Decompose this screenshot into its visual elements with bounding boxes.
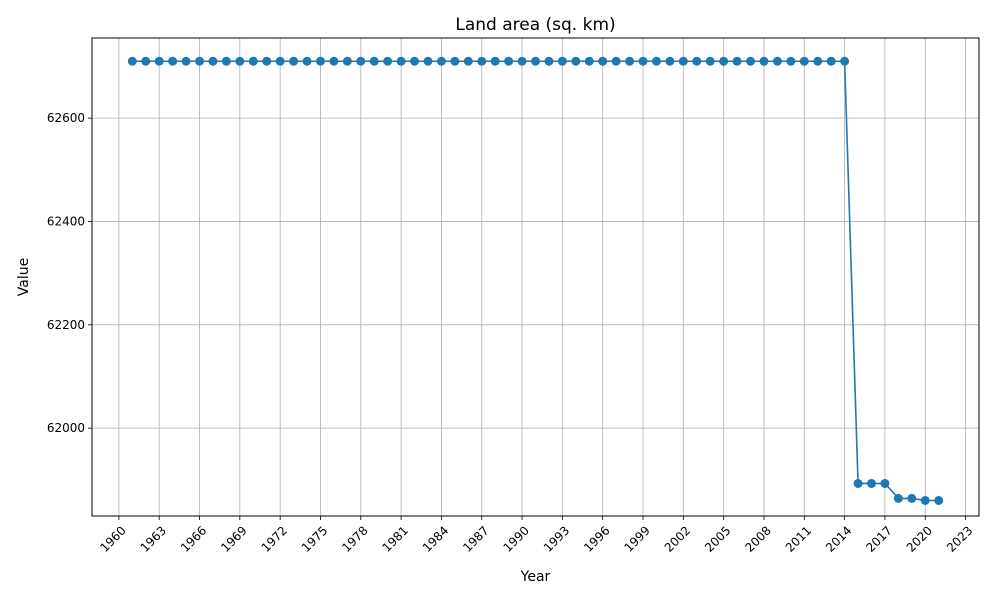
- data-point: [490, 56, 500, 66]
- data-point: [315, 56, 325, 66]
- data-point: [544, 56, 554, 66]
- data-point: [329, 56, 339, 66]
- plot-frame: [91, 37, 980, 517]
- data-point: [934, 495, 944, 505]
- data-point: [719, 56, 729, 66]
- y-tick-label: 62400: [47, 214, 85, 228]
- data-point: [584, 56, 594, 66]
- data-point: [732, 56, 742, 66]
- data-point: [598, 56, 608, 66]
- data-point: [423, 56, 433, 66]
- data-point: [638, 56, 648, 66]
- data-point: [678, 56, 688, 66]
- data-point: [517, 56, 527, 66]
- data-point: [477, 56, 487, 66]
- data-point: [531, 56, 540, 66]
- data-point: [221, 56, 231, 66]
- data-point: [907, 493, 917, 503]
- y-axis-title: Value: [16, 258, 32, 296]
- data-point: [289, 56, 299, 66]
- data-point: [168, 56, 178, 66]
- data-point: [450, 56, 460, 66]
- data-point: [880, 478, 890, 488]
- data-point: [853, 478, 863, 488]
- data-point: [571, 56, 581, 66]
- data-point: [383, 56, 393, 66]
- data-point: [799, 56, 809, 66]
- data-point: [369, 56, 379, 66]
- data-point: [705, 56, 715, 66]
- data-point: [651, 56, 661, 66]
- data-point: [302, 56, 312, 66]
- data-point: [275, 56, 285, 66]
- data-point: [826, 56, 836, 66]
- data-point: [141, 56, 151, 66]
- y-tick-label: 62200: [47, 318, 85, 332]
- data-point: [208, 56, 218, 66]
- data-point: [410, 56, 420, 66]
- data-point: [396, 56, 406, 66]
- data-point: [248, 56, 258, 66]
- data-point: [504, 56, 514, 66]
- chart-title: Land area (sq. km): [455, 15, 615, 35]
- data-point: [557, 56, 567, 66]
- data-point: [840, 56, 850, 66]
- grid: [92, 38, 979, 516]
- data-point: [356, 56, 366, 66]
- data-point: [746, 56, 756, 66]
- series-layer: [127, 56, 944, 505]
- x-axis-title: Year: [520, 569, 551, 585]
- data-point: [772, 56, 782, 66]
- y-tick-label: 62000: [47, 421, 85, 435]
- data-point: [759, 56, 769, 66]
- data-point: [665, 56, 675, 66]
- data-point: [235, 56, 245, 66]
- data-point: [611, 56, 621, 66]
- data-point: [813, 56, 823, 66]
- data-point: [463, 56, 473, 66]
- data-point: [195, 56, 205, 66]
- data-point: [127, 56, 137, 66]
- y-axis-ticks: 62000 62200 62400 62600: [47, 111, 92, 435]
- data-point: [692, 56, 702, 66]
- data-point: [920, 495, 930, 505]
- data-point: [181, 56, 191, 66]
- data-point: [786, 56, 796, 66]
- data-point: [893, 493, 903, 503]
- data-point: [262, 56, 272, 66]
- y-tick-label: 62600: [47, 111, 85, 125]
- data-point: [436, 56, 446, 66]
- data-point: [154, 56, 164, 66]
- data-point: [866, 478, 876, 488]
- data-point: [342, 56, 352, 66]
- data-point: [625, 56, 635, 66]
